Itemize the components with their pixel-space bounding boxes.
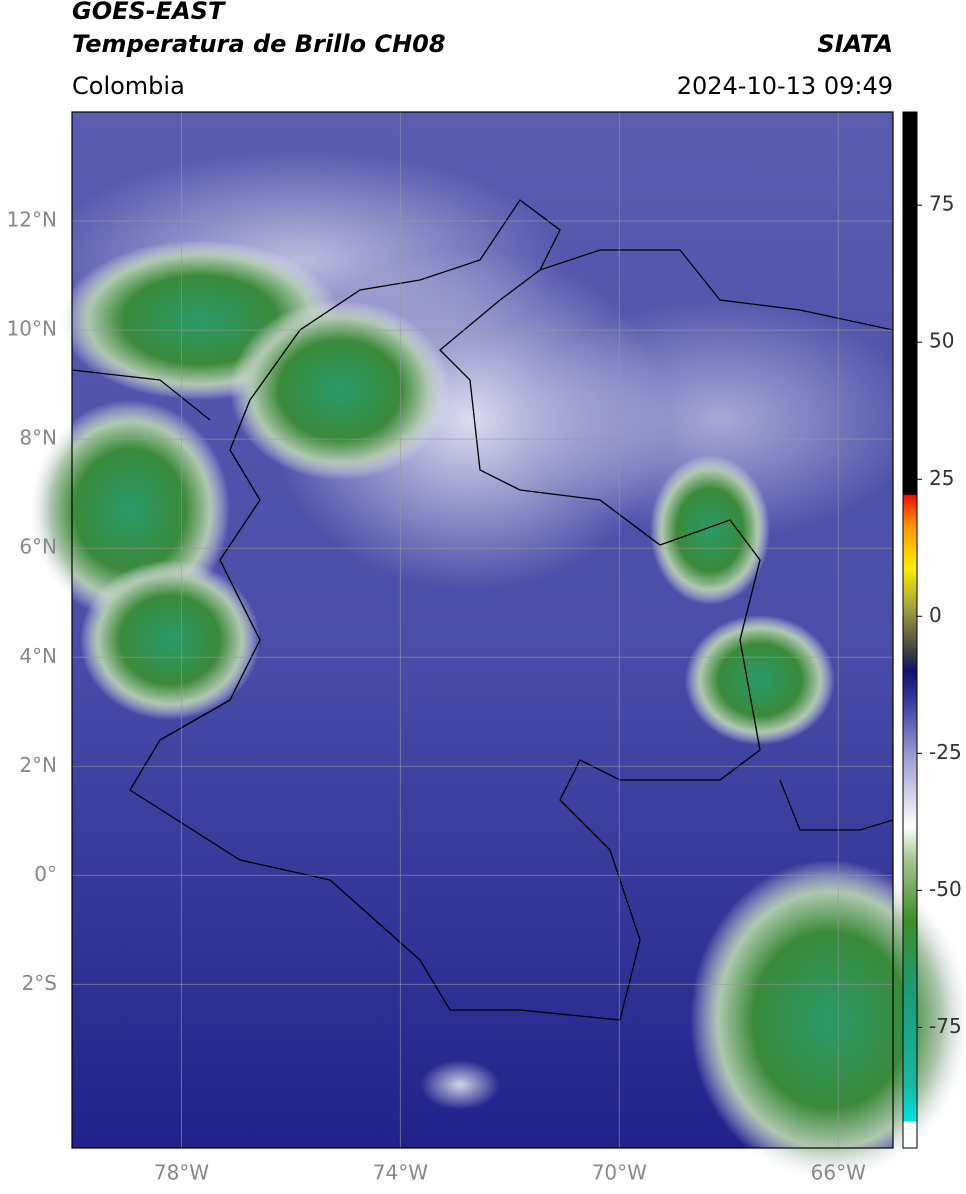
x-tick-label: 66°W (811, 1161, 866, 1185)
colorbar-tick-label: -50 (929, 877, 962, 901)
colorbar-tick-label: 25 (929, 466, 954, 490)
y-tick-label: 2°S (22, 971, 57, 995)
colorbar-tick-label: 75 (929, 192, 954, 216)
colorbar-tick-label: 0 (929, 603, 942, 627)
colorbar-tick-label: -25 (929, 740, 962, 764)
subtitle: Temperatura de Brillo CH08 (72, 30, 446, 58)
colorbar-tick-label: 50 (929, 329, 954, 353)
map-frame (71, 111, 894, 1149)
y-tick-label: 4°N (19, 644, 57, 668)
title: GOES-EAST (72, 0, 226, 25)
axes: 78°W 74°W 70°W 66°W 12°N 10°N 8°N 6°N 4°N 2°N 0° 2°… (7, 112, 893, 1185)
y-tick-label: 10°N (7, 317, 57, 341)
y-tick-label: 12°N (7, 208, 57, 232)
x-tick-label: 78°W (154, 1161, 209, 1185)
y-tick-label: 8°N (19, 426, 57, 450)
x-tick-label: 70°W (592, 1161, 647, 1185)
x-tick-label: 74°W (373, 1161, 428, 1185)
satellite-image (30, 112, 966, 1180)
colorbar (902, 111, 918, 1149)
colorbar-tick-label: -75 (929, 1014, 962, 1038)
y-tick-label: 0° (34, 862, 57, 886)
region: Colombia (72, 72, 185, 100)
y-tick-label: 6°N (19, 535, 57, 559)
agency: SIATA (817, 30, 893, 58)
datetime: 2024-10-13 09:49 (677, 72, 893, 100)
y-tick-label: 2°N (19, 753, 57, 777)
